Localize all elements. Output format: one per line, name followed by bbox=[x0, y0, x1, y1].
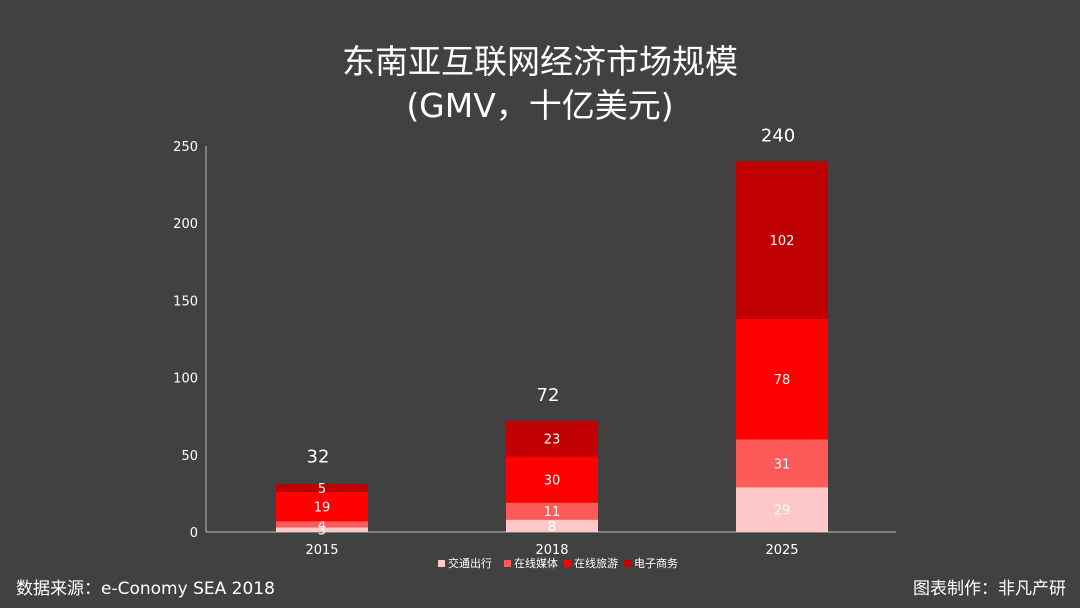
bar-segment bbox=[276, 527, 368, 532]
data-label: 23 bbox=[544, 433, 561, 448]
bar-segment bbox=[506, 502, 598, 520]
chart-title-line2: (GMV，十亿美元) bbox=[406, 86, 674, 125]
legend-swatch bbox=[438, 560, 445, 567]
bar-segment bbox=[276, 484, 368, 492]
data-label: 11 bbox=[544, 505, 561, 520]
data-label: 29 bbox=[774, 504, 791, 519]
total-label: 72 bbox=[537, 385, 560, 406]
credit-note: 图表制作：非凡产研 bbox=[913, 579, 1066, 599]
bar-segment bbox=[276, 521, 368, 528]
legend-swatch bbox=[624, 560, 631, 567]
data-label: 19 bbox=[314, 501, 331, 516]
total-label: 32 bbox=[307, 447, 330, 468]
chart-title-line1: 东南亚互联网经济市场规模 bbox=[342, 42, 738, 81]
legend-label: 电子商务 bbox=[634, 556, 678, 570]
y-tick-label: 100 bbox=[173, 372, 198, 387]
data-label: 8 bbox=[548, 520, 556, 535]
data-label: 5 bbox=[318, 482, 326, 497]
legend-swatch bbox=[504, 560, 511, 567]
data-label: 4 bbox=[318, 518, 326, 533]
x-tick-label: 2025 bbox=[765, 543, 798, 558]
legend-label: 在线旅游 bbox=[574, 556, 618, 570]
legend-swatch bbox=[564, 560, 571, 567]
data-label: 30 bbox=[544, 474, 561, 489]
legend-label: 交通出行 bbox=[448, 556, 492, 570]
bar-segment bbox=[506, 420, 598, 457]
bar-segment bbox=[276, 491, 368, 522]
bar-segment bbox=[736, 161, 828, 319]
y-tick-label: 0 bbox=[190, 526, 198, 541]
data-label: 78 bbox=[774, 373, 791, 388]
y-tick-label: 150 bbox=[173, 294, 198, 309]
legend-label: 在线媒体 bbox=[514, 556, 558, 570]
y-tick-label: 200 bbox=[173, 217, 198, 232]
bar-segment bbox=[506, 456, 598, 503]
bar-segment bbox=[736, 439, 828, 488]
y-tick-label: 250 bbox=[173, 140, 198, 155]
x-tick-label: 2018 bbox=[535, 543, 568, 558]
chart-title: 东南亚互联网经济市场规模 (GMV，十亿美元) bbox=[0, 40, 1080, 128]
data-label: 31 bbox=[774, 457, 791, 472]
data-label: 3 bbox=[318, 524, 326, 539]
y-tick-label: 50 bbox=[181, 449, 198, 464]
source-note: 数据来源：e-Conomy SEA 2018 bbox=[16, 579, 275, 599]
x-tick-label: 2015 bbox=[305, 543, 338, 558]
bar-segment bbox=[506, 519, 598, 532]
data-label: 102 bbox=[770, 234, 795, 249]
bar-segment bbox=[736, 318, 828, 440]
bar-segment bbox=[736, 487, 828, 532]
total-label: 240 bbox=[761, 125, 795, 146]
